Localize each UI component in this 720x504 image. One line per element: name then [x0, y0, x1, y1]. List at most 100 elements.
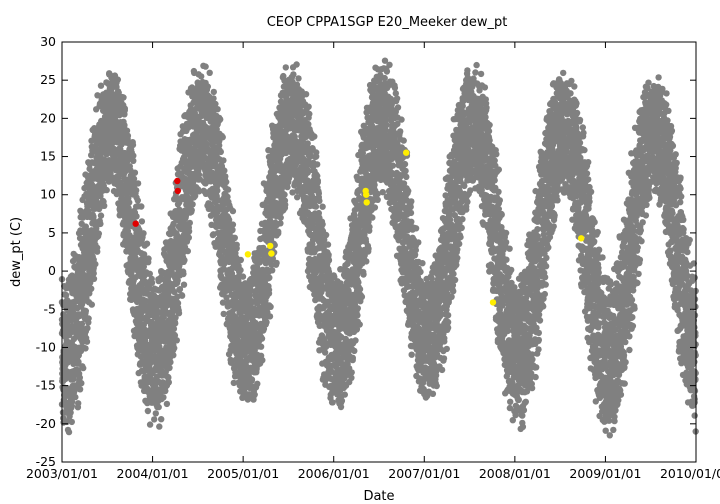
data-point: [316, 197, 323, 205]
data-point: [254, 380, 261, 387]
data-point: [222, 173, 229, 180]
data-point: [275, 230, 282, 237]
data-point: [88, 301, 96, 308]
data-point: [76, 386, 84, 393]
data-point: [155, 403, 162, 411]
data-point: [363, 258, 370, 265]
data-point: [206, 69, 213, 77]
data-point: [124, 132, 132, 139]
data-point: [282, 64, 289, 71]
data-point: [277, 214, 284, 221]
data-point: [114, 76, 122, 83]
data-point: [221, 167, 228, 174]
data-point: [305, 103, 312, 110]
data-point: [70, 375, 77, 383]
data-point: [354, 305, 361, 312]
data-point: [311, 133, 318, 140]
data-point: [84, 325, 91, 332]
data-point: [162, 387, 169, 395]
data-point: [365, 245, 372, 252]
data-point: [121, 105, 128, 112]
data-point: [210, 88, 217, 96]
data-point: [68, 418, 76, 426]
data-point: [144, 407, 152, 415]
data-point: [97, 82, 105, 89]
data-point: [231, 234, 238, 241]
data-point: [68, 398, 76, 406]
data-point: [312, 203, 320, 210]
data-point: [90, 275, 98, 282]
data-point: [214, 106, 221, 113]
data-point: [290, 71, 297, 78]
data-point: [63, 337, 70, 344]
data-point: [186, 219, 193, 227]
data-point: [313, 149, 320, 156]
data-point: [324, 241, 332, 248]
data-point: [269, 267, 276, 274]
data-point: [295, 75, 302, 82]
data-point: [167, 359, 174, 366]
data-point: [62, 291, 70, 299]
data-point: [97, 220, 104, 228]
data-point: [129, 141, 137, 149]
data-point: [173, 337, 180, 344]
y-axis-label: dew_pt (C): [9, 217, 24, 287]
data-point: [352, 337, 359, 344]
data-point: [83, 338, 91, 345]
data-point: [220, 310, 227, 318]
data-point: [329, 399, 336, 406]
data-point: [325, 256, 333, 264]
data-point: [257, 343, 265, 350]
data-point: [319, 203, 326, 210]
data-point: [140, 230, 147, 237]
data-point: [360, 271, 367, 278]
chart-title: CEOP CPPA1SGP E20_Meeker dew_pt: [267, 15, 508, 30]
data-point: [219, 134, 226, 141]
data-point: [366, 223, 373, 231]
data-point: [229, 221, 237, 228]
data-point: [351, 347, 358, 355]
data-point: [266, 274, 273, 281]
data-point: [67, 409, 74, 416]
data-point: [180, 270, 187, 278]
data-point: [233, 241, 240, 248]
data-point: [266, 313, 274, 320]
data-point: [358, 293, 366, 300]
data-point: [82, 307, 90, 315]
data-point: [145, 255, 152, 262]
data-point: [65, 428, 73, 436]
data-point: [82, 345, 89, 352]
data-point: [354, 312, 361, 319]
data-point: [263, 319, 270, 326]
data-point: [223, 178, 230, 186]
data-point: [282, 201, 289, 208]
data-point: [131, 169, 139, 176]
data-point: [143, 240, 151, 247]
data-point: [134, 180, 142, 187]
data-point: [175, 310, 183, 317]
data-point: [348, 369, 355, 376]
data-point: [78, 380, 85, 387]
data-point: [258, 335, 266, 342]
data-point: [314, 161, 321, 168]
data-point: [293, 61, 300, 68]
data-point: [198, 73, 205, 80]
data-point: [214, 187, 221, 194]
data-point: [322, 231, 330, 239]
data-point: [71, 386, 79, 393]
data-point: [75, 400, 82, 407]
data-point: [224, 186, 232, 193]
data-point: [374, 196, 381, 203]
data-point: [138, 218, 146, 225]
data-point: [151, 416, 158, 423]
data-point: [160, 394, 167, 401]
data-point: [163, 400, 171, 408]
data-point: [277, 220, 284, 227]
data-point: [267, 303, 274, 310]
data-point: [315, 190, 322, 197]
data-point: [88, 285, 95, 292]
data-point: [248, 376, 256, 383]
data-point: [356, 321, 363, 328]
data-point: [180, 281, 188, 288]
data-point: [103, 186, 110, 194]
